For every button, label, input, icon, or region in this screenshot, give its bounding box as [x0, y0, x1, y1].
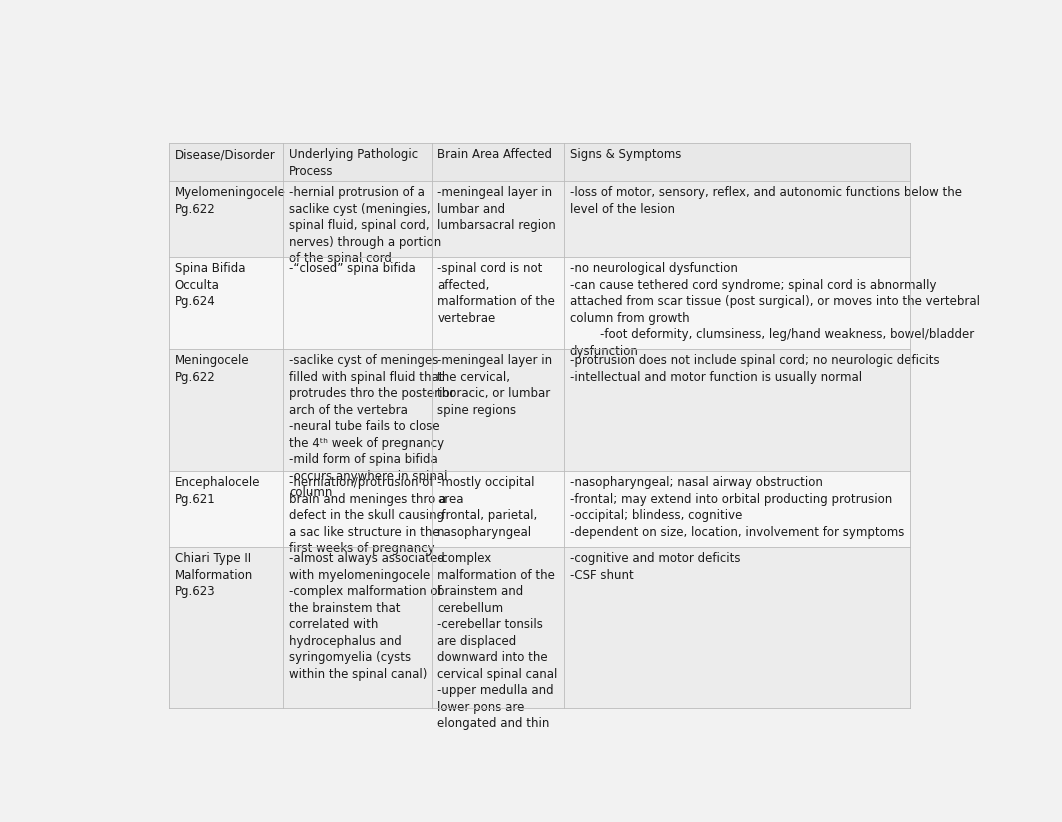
Text: Meningocele
Pg.622: Meningocele Pg.622 — [175, 354, 250, 384]
Bar — [431, 143, 564, 181]
Text: -cognitive and motor deficits
-CSF shunt: -cognitive and motor deficits -CSF shunt — [570, 552, 740, 582]
Bar — [284, 143, 431, 181]
Bar — [431, 257, 564, 349]
Text: -herniation/protrusion of
brain and meninges thro a
defect in the skull causing
: -herniation/protrusion of brain and meni… — [289, 476, 446, 555]
Bar — [564, 471, 910, 547]
Bar — [431, 471, 564, 547]
Bar — [169, 257, 284, 349]
Bar — [284, 181, 431, 257]
Text: Chiari Type II
Malformation
Pg.623: Chiari Type II Malformation Pg.623 — [175, 552, 253, 598]
Text: Disease/Disorder: Disease/Disorder — [175, 148, 275, 161]
Text: -protrusion does not include spinal cord; no neurologic deficits
-intellectual a: -protrusion does not include spinal cord… — [570, 354, 940, 384]
Bar — [169, 143, 284, 181]
Text: Spina Bifida
Occulta
Pg.624: Spina Bifida Occulta Pg.624 — [175, 262, 245, 308]
Text: -meningeal layer in
lumbar and
lumbarsacral region: -meningeal layer in lumbar and lumbarsac… — [438, 186, 556, 232]
Bar — [284, 349, 431, 471]
Bar — [431, 349, 564, 471]
Text: Signs & Symptoms: Signs & Symptoms — [570, 148, 681, 161]
Bar — [564, 349, 910, 471]
Bar — [564, 547, 910, 708]
Text: -almost always associated
with myelomeningocele
-complex malformation of
the bra: -almost always associated with myelomeni… — [289, 552, 445, 681]
Bar — [284, 547, 431, 708]
Bar — [284, 257, 431, 349]
Text: -mostly occipital
area
-frontal, parietal,
nasopharyngeal: -mostly occipital area -frontal, parieta… — [438, 476, 537, 538]
Bar — [169, 547, 284, 708]
Text: -spinal cord is not
affected,
malformation of the
vertebrae: -spinal cord is not affected, malformati… — [438, 262, 555, 325]
Text: -nasopharyngeal; nasal airway obstruction
-frontal; may extend into orbital prod: -nasopharyngeal; nasal airway obstructio… — [570, 476, 904, 538]
Bar — [169, 181, 284, 257]
Bar — [564, 257, 910, 349]
Text: Myelomeningocele
Pg.622: Myelomeningocele Pg.622 — [175, 186, 286, 215]
Bar — [564, 181, 910, 257]
Bar — [284, 471, 431, 547]
Text: -hernial protrusion of a
saclike cyst (meningies,
spinal fluid, spinal cord,
ner: -hernial protrusion of a saclike cyst (m… — [289, 186, 442, 266]
Text: -loss of motor, sensory, reflex, and autonomic functions below the
level of the : -loss of motor, sensory, reflex, and aut… — [570, 186, 962, 215]
Bar — [169, 349, 284, 471]
Text: -“closed” spina bifida: -“closed” spina bifida — [289, 262, 416, 275]
Text: -no neurological dysfunction
-can cause tethered cord syndrome; spinal cord is a: -no neurological dysfunction -can cause … — [570, 262, 980, 358]
Text: -complex
malformation of the
brainstem and
cerebellum
-cerebellar tonsils
are di: -complex malformation of the brainstem a… — [438, 552, 558, 731]
Text: Encephalocele
Pg.621: Encephalocele Pg.621 — [175, 476, 260, 506]
Bar — [431, 547, 564, 708]
Text: -saclike cyst of meninges
filled with spinal fluid that
protrudes thro the poste: -saclike cyst of meninges filled with sp… — [289, 354, 455, 499]
Bar — [564, 143, 910, 181]
Text: -meningeal layer in
the cervical,
thoracic, or lumbar
spine regions: -meningeal layer in the cervical, thorac… — [438, 354, 552, 417]
Bar — [431, 181, 564, 257]
Text: Underlying Pathologic
Process: Underlying Pathologic Process — [289, 148, 418, 178]
Text: Brain Area Affected: Brain Area Affected — [438, 148, 552, 161]
Bar — [169, 471, 284, 547]
